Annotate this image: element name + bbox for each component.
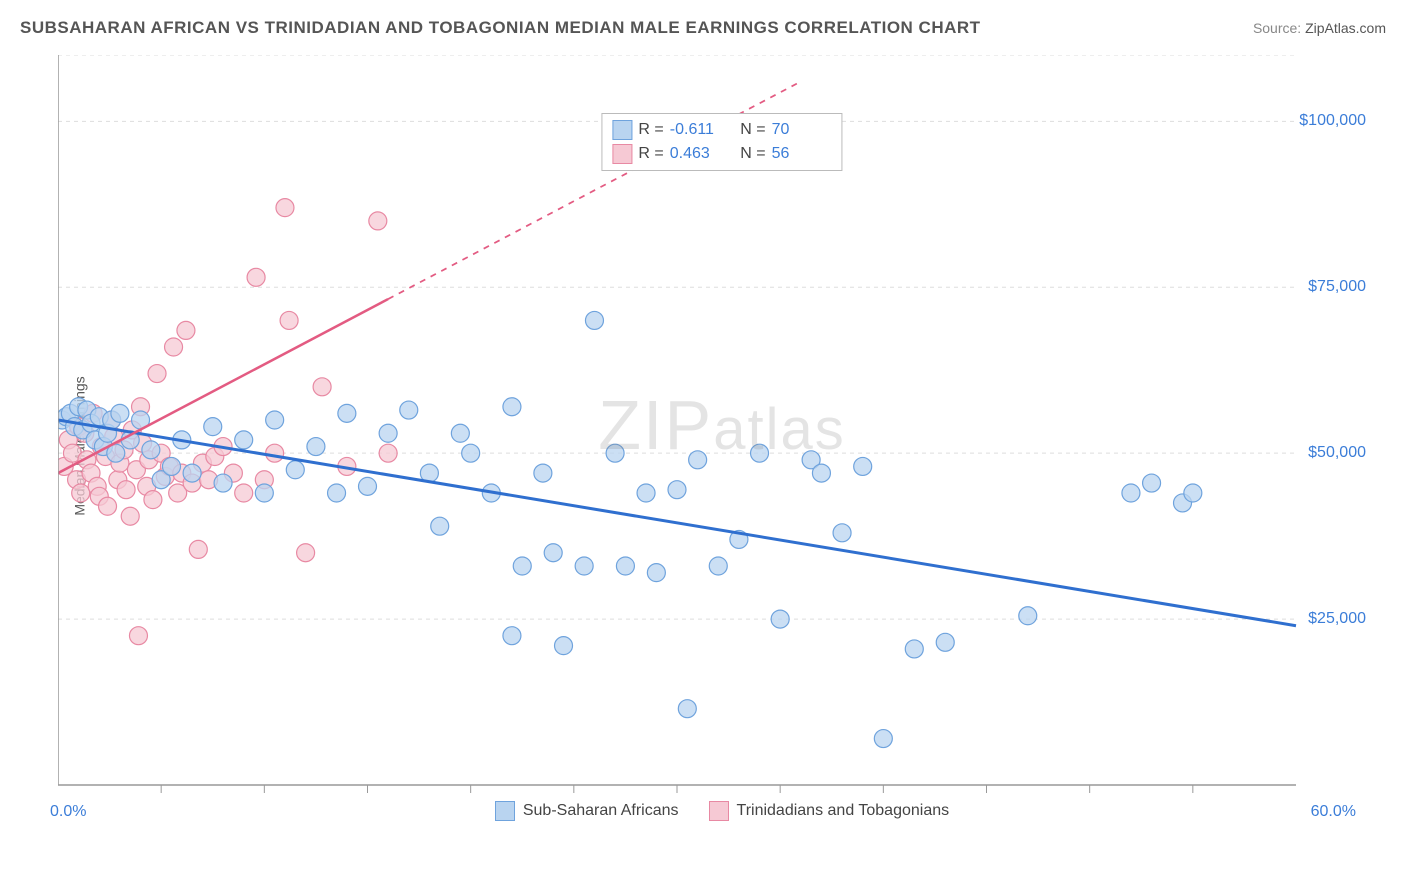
correlation-legend: R = -0.611 N = 70 R = 0.463 N = 56 — [601, 113, 842, 171]
r-value-0: -0.611 — [670, 121, 730, 139]
legend-label-1: Trinidadians and Tobagonians — [737, 802, 950, 820]
n-label: N = — [736, 145, 766, 163]
source-label: Source: — [1253, 20, 1301, 36]
r-value-1: 0.463 — [670, 145, 730, 163]
y-tick-label: $25,000 — [1308, 610, 1366, 628]
r-label: R = — [638, 145, 663, 163]
y-tick-label: $50,000 — [1308, 444, 1366, 462]
bottom-legend: Sub-Saharan Africans Trinidadians and To… — [58, 801, 1386, 821]
y-tick-label: $100,000 — [1299, 112, 1366, 130]
plot-area: ZIPatlas R = -0.611 N = 70 R = 0.463 N =… — [58, 55, 1386, 825]
legend-swatch-1 — [709, 801, 729, 821]
n-label: N = — [736, 121, 766, 139]
legend-swatch-0 — [495, 801, 515, 821]
legend-label-0: Sub-Saharan Africans — [523, 802, 679, 820]
r-label: R = — [638, 121, 663, 139]
source-attribution: Source: ZipAtlas.com — [1253, 20, 1386, 36]
y-tick-label: $75,000 — [1308, 278, 1366, 296]
legend-item-1: Trinidadians and Tobagonians — [709, 801, 950, 821]
series-swatch-0 — [612, 120, 632, 140]
chart-header: SUBSAHARAN AFRICAN VS TRINIDADIAN AND TO… — [20, 18, 1386, 38]
series-swatch-1 — [612, 144, 632, 164]
source-value: ZipAtlas.com — [1305, 20, 1386, 36]
legend-item-0: Sub-Saharan Africans — [495, 801, 679, 821]
correlation-row-1: R = 0.463 N = 56 — [612, 142, 831, 166]
correlation-row-0: R = -0.611 N = 70 — [612, 118, 831, 142]
chart-title: SUBSAHARAN AFRICAN VS TRINIDADIAN AND TO… — [20, 18, 981, 38]
n-value-0: 70 — [772, 121, 832, 139]
n-value-1: 56 — [772, 145, 832, 163]
